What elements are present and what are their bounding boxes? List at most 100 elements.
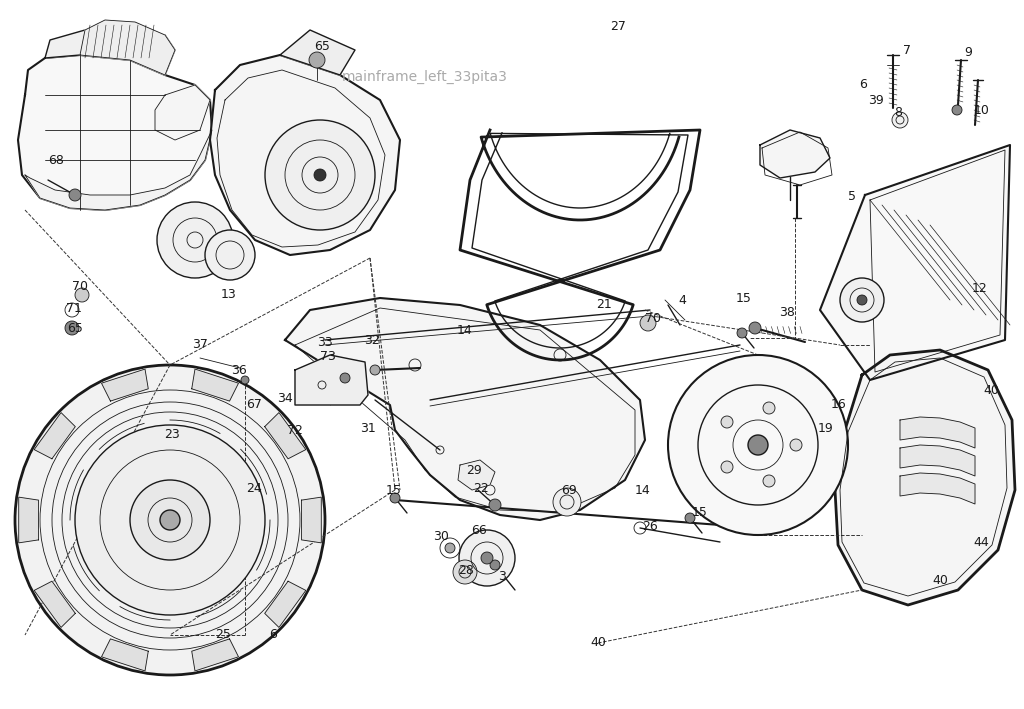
Circle shape	[748, 435, 768, 455]
Text: 26: 26	[642, 520, 657, 532]
Text: 3: 3	[498, 569, 506, 583]
Text: 30: 30	[433, 530, 449, 544]
Polygon shape	[80, 20, 175, 75]
Text: 40: 40	[590, 637, 606, 649]
Polygon shape	[835, 350, 1015, 605]
Text: 9: 9	[964, 47, 972, 60]
Circle shape	[737, 328, 746, 338]
Circle shape	[952, 105, 962, 115]
Text: 6: 6	[269, 627, 276, 640]
Polygon shape	[301, 497, 322, 543]
Text: 22: 22	[473, 481, 488, 494]
Text: 37: 37	[193, 338, 208, 352]
Polygon shape	[101, 639, 148, 671]
Text: 14: 14	[457, 323, 473, 337]
Text: 21: 21	[596, 298, 612, 311]
Polygon shape	[295, 355, 368, 405]
Text: 29: 29	[466, 464, 482, 476]
Polygon shape	[155, 85, 210, 140]
Circle shape	[685, 513, 695, 523]
Circle shape	[790, 439, 802, 451]
Text: 12: 12	[972, 281, 988, 294]
Text: 27: 27	[610, 21, 626, 33]
Text: 70: 70	[645, 311, 662, 325]
Polygon shape	[820, 145, 1010, 380]
Text: 16: 16	[831, 398, 847, 411]
Text: 40: 40	[983, 384, 999, 396]
Text: 40: 40	[932, 574, 948, 588]
Text: 38: 38	[779, 306, 795, 320]
Polygon shape	[900, 417, 975, 448]
Polygon shape	[25, 130, 212, 210]
Text: 72: 72	[287, 423, 303, 437]
Circle shape	[370, 365, 380, 375]
Circle shape	[892, 112, 908, 128]
Circle shape	[160, 510, 180, 530]
Circle shape	[490, 560, 500, 570]
Polygon shape	[760, 130, 830, 178]
Circle shape	[459, 530, 515, 586]
Polygon shape	[45, 28, 175, 75]
Text: 15: 15	[736, 291, 752, 304]
Text: 66: 66	[471, 523, 486, 537]
Text: 68: 68	[48, 155, 63, 167]
Circle shape	[265, 120, 375, 230]
Circle shape	[390, 493, 400, 503]
Polygon shape	[458, 460, 495, 490]
Circle shape	[205, 230, 255, 280]
Polygon shape	[900, 473, 975, 504]
Circle shape	[241, 376, 249, 384]
Text: 34: 34	[278, 391, 293, 405]
Circle shape	[721, 461, 733, 473]
Polygon shape	[191, 639, 239, 671]
Text: 33: 33	[317, 335, 333, 349]
Text: 15: 15	[692, 506, 708, 518]
Text: 5: 5	[848, 189, 856, 203]
Polygon shape	[34, 581, 76, 627]
Circle shape	[489, 499, 501, 511]
Text: 73: 73	[321, 350, 336, 364]
Text: 25: 25	[215, 627, 231, 640]
Polygon shape	[101, 369, 148, 401]
Text: 36: 36	[231, 364, 247, 376]
Text: 71: 71	[67, 301, 82, 315]
Text: 10: 10	[974, 104, 990, 116]
Polygon shape	[191, 369, 239, 401]
Text: 69: 69	[561, 484, 577, 498]
Circle shape	[749, 322, 761, 334]
Text: 44: 44	[973, 537, 989, 549]
Text: 65: 65	[314, 40, 330, 53]
Circle shape	[721, 416, 733, 428]
Circle shape	[75, 425, 265, 615]
Text: 7: 7	[903, 43, 911, 57]
Circle shape	[640, 315, 656, 331]
Circle shape	[553, 488, 581, 516]
Circle shape	[840, 278, 884, 322]
Text: 23: 23	[164, 428, 180, 442]
Circle shape	[314, 169, 326, 181]
Circle shape	[157, 202, 233, 278]
Text: 70: 70	[72, 281, 88, 294]
Polygon shape	[210, 55, 400, 255]
Text: 19: 19	[818, 421, 834, 435]
Circle shape	[763, 475, 775, 487]
Text: 28: 28	[458, 564, 474, 576]
Text: 24: 24	[246, 483, 262, 496]
Circle shape	[453, 560, 477, 584]
Text: 6: 6	[859, 79, 867, 91]
Polygon shape	[285, 298, 645, 520]
Polygon shape	[900, 445, 975, 476]
Polygon shape	[265, 413, 306, 459]
Text: 8: 8	[894, 106, 902, 120]
Circle shape	[130, 480, 210, 560]
Circle shape	[15, 365, 325, 675]
Circle shape	[857, 295, 867, 305]
Circle shape	[65, 321, 79, 335]
Text: 65: 65	[67, 321, 83, 335]
Polygon shape	[18, 55, 212, 210]
Text: 14: 14	[635, 484, 651, 498]
Text: 32: 32	[365, 333, 380, 347]
Circle shape	[481, 552, 493, 564]
Text: 39: 39	[868, 94, 884, 106]
Text: 4: 4	[678, 294, 686, 306]
